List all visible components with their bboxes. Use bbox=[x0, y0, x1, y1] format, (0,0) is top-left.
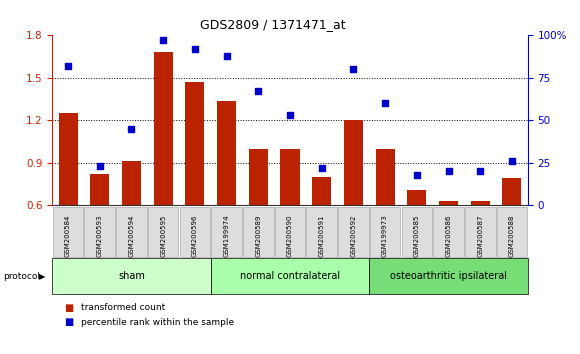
Point bbox=[95, 164, 104, 169]
Text: GDS2809 / 1371471_at: GDS2809 / 1371471_at bbox=[200, 18, 346, 31]
Bar bbox=[90, 174, 109, 205]
Text: GSM200587: GSM200587 bbox=[477, 214, 483, 257]
Text: GSM200595: GSM200595 bbox=[160, 214, 166, 257]
Text: ▶: ▶ bbox=[39, 272, 46, 281]
Point bbox=[380, 101, 390, 106]
Bar bbox=[344, 120, 363, 205]
Text: GSM199974: GSM199974 bbox=[223, 214, 230, 257]
Text: protocol: protocol bbox=[3, 272, 40, 281]
Text: GSM200593: GSM200593 bbox=[97, 214, 103, 257]
Point bbox=[508, 158, 517, 164]
Point bbox=[222, 53, 231, 59]
Point bbox=[158, 38, 168, 43]
Text: normal contralateral: normal contralateral bbox=[240, 271, 340, 281]
Text: ■: ■ bbox=[64, 317, 73, 327]
Point bbox=[285, 113, 295, 118]
Bar bbox=[154, 52, 173, 205]
Bar bbox=[471, 201, 490, 205]
Text: GSM200592: GSM200592 bbox=[350, 214, 357, 257]
Point bbox=[63, 63, 72, 69]
Bar bbox=[122, 161, 141, 205]
Point bbox=[127, 126, 136, 132]
Bar bbox=[281, 149, 299, 205]
Text: GSM200590: GSM200590 bbox=[287, 214, 293, 257]
Text: transformed count: transformed count bbox=[81, 303, 165, 313]
Point bbox=[349, 67, 358, 72]
Text: GSM200594: GSM200594 bbox=[128, 214, 135, 257]
Point bbox=[412, 172, 422, 178]
Text: GSM200589: GSM200589 bbox=[255, 214, 262, 257]
Text: GSM200585: GSM200585 bbox=[414, 214, 420, 257]
Text: ■: ■ bbox=[64, 303, 73, 313]
Bar bbox=[217, 101, 236, 205]
Point bbox=[190, 46, 200, 52]
Text: percentile rank within the sample: percentile rank within the sample bbox=[81, 318, 234, 327]
Text: GSM200588: GSM200588 bbox=[509, 214, 515, 257]
Text: sham: sham bbox=[118, 271, 145, 281]
Text: GSM200591: GSM200591 bbox=[318, 214, 325, 257]
Bar bbox=[312, 177, 331, 205]
Text: GSM200596: GSM200596 bbox=[192, 214, 198, 257]
Bar bbox=[439, 201, 458, 205]
Point bbox=[317, 165, 327, 171]
Text: GSM200586: GSM200586 bbox=[445, 214, 452, 257]
Bar bbox=[249, 149, 268, 205]
Bar bbox=[376, 149, 394, 205]
Point bbox=[444, 169, 453, 174]
Bar bbox=[502, 178, 521, 205]
Text: GSM200584: GSM200584 bbox=[65, 214, 71, 257]
Point bbox=[476, 169, 485, 174]
Bar bbox=[186, 82, 204, 205]
Text: GSM199973: GSM199973 bbox=[382, 214, 388, 257]
Text: osteoarthritic ipsilateral: osteoarthritic ipsilateral bbox=[390, 271, 507, 281]
Bar bbox=[407, 190, 426, 205]
Bar bbox=[59, 113, 78, 205]
Point bbox=[253, 88, 263, 94]
